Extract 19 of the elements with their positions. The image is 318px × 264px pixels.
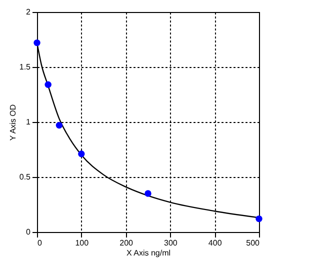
- point: [44, 81, 52, 88]
- y-tick-label: 0.5: [19, 172, 32, 182]
- y-tick-label: 2: [26, 8, 32, 16]
- point: [256, 215, 262, 222]
- y-tick-label: 0: [26, 228, 32, 236]
- x-tick-label: 400: [208, 238, 222, 248]
- x-axis-title: X Axis ng/ml: [126, 248, 171, 258]
- x-tick-label: 200: [120, 238, 134, 248]
- x-tick-label: 500: [246, 238, 260, 248]
- y-tick-label: 1: [26, 118, 32, 126]
- point: [78, 150, 85, 158]
- point: [56, 122, 63, 129]
- point: [144, 190, 152, 197]
- x-tick-label: 100: [75, 238, 90, 248]
- x-tick-label: 0: [38, 238, 42, 248]
- y-axis-title: Y Axis OD: [8, 104, 18, 141]
- x-tick-label: 300: [164, 238, 178, 248]
- point: [34, 39, 40, 46]
- y-tick-label: 1.5: [19, 62, 32, 72]
